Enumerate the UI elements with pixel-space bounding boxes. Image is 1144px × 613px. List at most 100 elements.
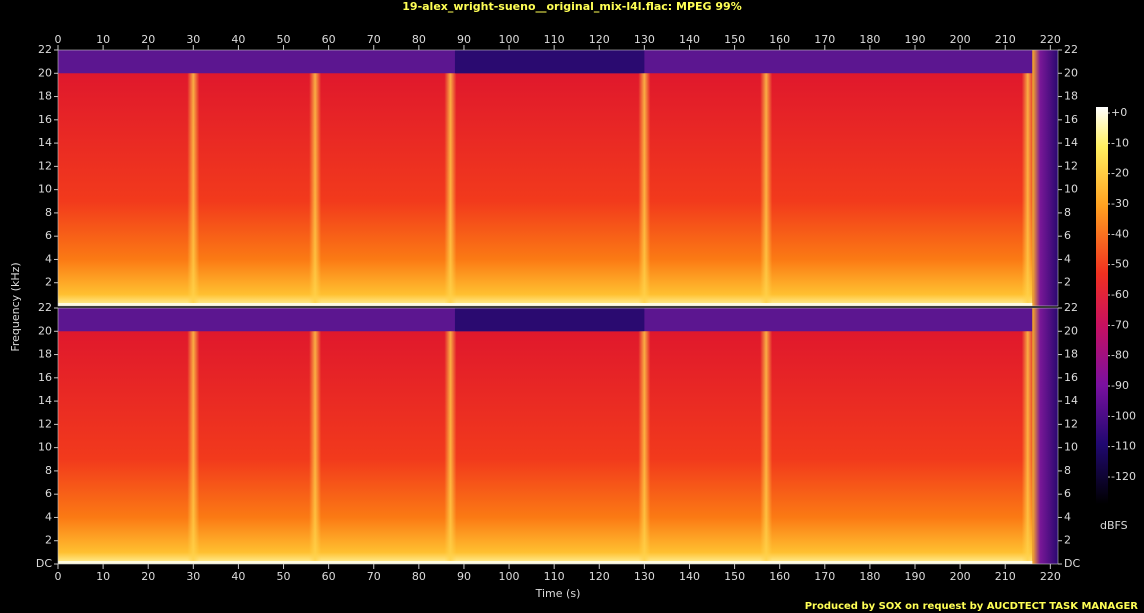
- transient: [187, 73, 200, 306]
- y-tick-label: 8: [1064, 464, 1071, 477]
- y-tick-label: 10: [38, 183, 52, 196]
- y-tick-label: 20: [38, 324, 52, 337]
- colorbar-tick-label: -40: [1111, 227, 1129, 240]
- transient: [638, 73, 651, 306]
- colorbar-tick-label: -110: [1111, 440, 1136, 453]
- x-tick-label: 140: [679, 570, 700, 583]
- y-tick-label: 8: [1064, 206, 1071, 219]
- x-tick-label: 180: [859, 570, 880, 583]
- x-tick-label: 60: [322, 33, 336, 46]
- y-tick-label: 16: [38, 371, 52, 384]
- y-tick-label: 2: [1064, 276, 1071, 289]
- transient: [638, 331, 651, 564]
- y-tick-label: 4: [1064, 510, 1071, 523]
- x-axis-label: Time (s): [535, 587, 581, 600]
- y-tick-label: 18: [1064, 348, 1078, 361]
- y-tick-label: 2: [45, 534, 52, 547]
- y-tick-label: 14: [1064, 136, 1078, 149]
- y-tick-label: DC: [36, 557, 52, 570]
- colorbar-tick-label: -20: [1111, 167, 1129, 180]
- x-tick-label: 10: [96, 33, 110, 46]
- x-tick-label: 0: [55, 570, 62, 583]
- channel-panel: [57, 49, 1059, 307]
- y-tick-label: 6: [45, 229, 52, 242]
- x-tick-label: 80: [412, 570, 426, 583]
- y-tick-label: 4: [1064, 252, 1071, 265]
- colorbar-tick-label: +0: [1111, 106, 1127, 119]
- x-tick-label: 160: [769, 33, 790, 46]
- y-tick-label: 20: [1064, 324, 1078, 337]
- x-tick-label: 20: [141, 33, 155, 46]
- y-tick-label: 16: [1064, 371, 1078, 384]
- x-tick-label: 220: [1040, 570, 1061, 583]
- y-tick-label: 22: [38, 301, 52, 314]
- y-tick-label: DC: [1064, 557, 1080, 570]
- y-tick-label: 12: [1064, 417, 1078, 430]
- x-tick-label: 70: [367, 570, 381, 583]
- x-tick-label: 90: [457, 570, 471, 583]
- y-tick-label: 4: [45, 510, 52, 523]
- transient: [309, 73, 322, 306]
- x-tick-label: 120: [589, 570, 610, 583]
- quiet-section: [445, 331, 649, 564]
- x-tick-label: 50: [277, 570, 291, 583]
- y-tick-label: 20: [1064, 66, 1078, 79]
- x-tick-label: 40: [231, 570, 245, 583]
- y-tick-label: 18: [38, 90, 52, 103]
- x-tick-label: 100: [499, 33, 520, 46]
- y-tick-label: 22: [1064, 43, 1078, 56]
- spectrogram-panels: [57, 49, 1059, 565]
- colorbar-tick-label: -60: [1111, 288, 1129, 301]
- y-tick-label: 10: [38, 441, 52, 454]
- x-tick-label: 110: [544, 33, 565, 46]
- track-end: [1032, 308, 1058, 564]
- x-tick-label: 110: [544, 570, 565, 583]
- quiet-top: [454, 308, 645, 332]
- x-tick-label: 210: [995, 570, 1016, 583]
- colorbar-tick-label: -30: [1111, 197, 1129, 210]
- y-tick-label: 14: [38, 394, 52, 407]
- x-tick-label: 50: [277, 33, 291, 46]
- x-tick-label: 60: [322, 570, 336, 583]
- x-tick-label: 220: [1040, 33, 1061, 46]
- y-tick-label: 12: [1064, 159, 1078, 172]
- dc-line: [58, 303, 1033, 306]
- colorbar-tick-label: -90: [1111, 379, 1129, 392]
- track-end: [1032, 50, 1058, 306]
- x-tick-label: 0: [55, 33, 62, 46]
- y-tick-label: 14: [1064, 394, 1078, 407]
- y-tick-label: 4: [45, 252, 52, 265]
- x-tick-label: 130: [634, 33, 655, 46]
- colorbar-tick-label: -50: [1111, 258, 1129, 271]
- y-tick-label: 10: [1064, 441, 1078, 454]
- x-tick-label: 40: [231, 33, 245, 46]
- channel-panel: [57, 307, 1059, 565]
- x-tick-label: 140: [679, 33, 700, 46]
- x-tick-label: 160: [769, 570, 790, 583]
- y-tick-label: 2: [45, 276, 52, 289]
- y-tick-label: 22: [1064, 301, 1078, 314]
- y-tick-label: 12: [38, 417, 52, 430]
- x-tick-label: 100: [499, 570, 520, 583]
- y-tick-label: 14: [38, 136, 52, 149]
- x-tick-label: 180: [859, 33, 880, 46]
- colorbar-tick-label: -80: [1111, 349, 1129, 362]
- x-tick-label: 150: [724, 33, 745, 46]
- y-tick-label: 18: [1064, 90, 1078, 103]
- quiet-section: [445, 73, 649, 306]
- transient: [444, 73, 457, 306]
- x-tick-label: 200: [950, 570, 971, 583]
- y-tick-label: 10: [1064, 183, 1078, 196]
- x-tick-label: 120: [589, 33, 610, 46]
- footer: Produced by SOX on request by AUCDTECT T…: [805, 601, 1139, 612]
- x-tick-label: 170: [814, 570, 835, 583]
- y-tick-label: 8: [45, 464, 52, 477]
- colorbar-tick-label: -100: [1111, 409, 1136, 422]
- x-tick-label: 20: [141, 570, 155, 583]
- y-tick-label: 6: [45, 487, 52, 500]
- x-tick-label: 10: [96, 570, 110, 583]
- panel-frame: [57, 49, 1059, 307]
- x-tick-label: 30: [186, 570, 200, 583]
- transient: [1021, 331, 1034, 564]
